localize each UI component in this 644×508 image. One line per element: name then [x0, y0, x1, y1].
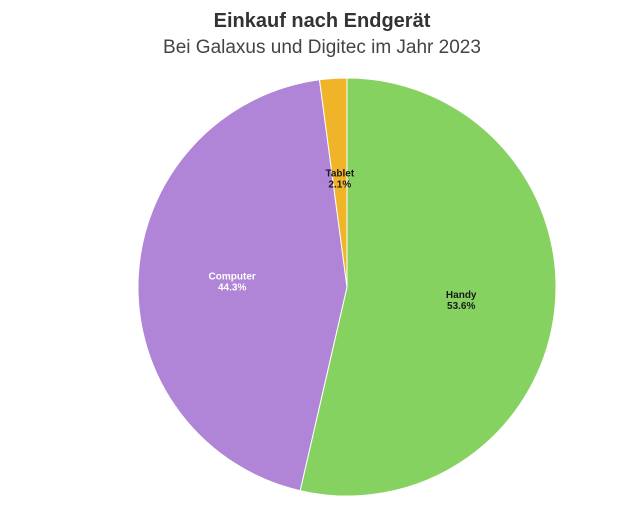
pie-slices	[137, 77, 557, 497]
slice-label-value: 53.6%	[447, 301, 475, 312]
pie-slice-tablet	[318, 77, 348, 288]
slice-label-name: Handy	[446, 290, 477, 301]
slice-label-name: Computer	[209, 272, 256, 283]
slice-label-value: 44.3%	[218, 283, 246, 294]
slice-label-name: Tablet	[325, 169, 354, 180]
chart-title: Einkauf nach Endgerät	[213, 10, 431, 32]
pie-slice-handy	[299, 77, 557, 497]
slice-label-value: 2.1%	[328, 180, 351, 191]
pie-slice-computer	[137, 79, 348, 492]
chart-subtitle: Bei Galaxus und Digitec im Jahr 2023	[163, 37, 481, 58]
